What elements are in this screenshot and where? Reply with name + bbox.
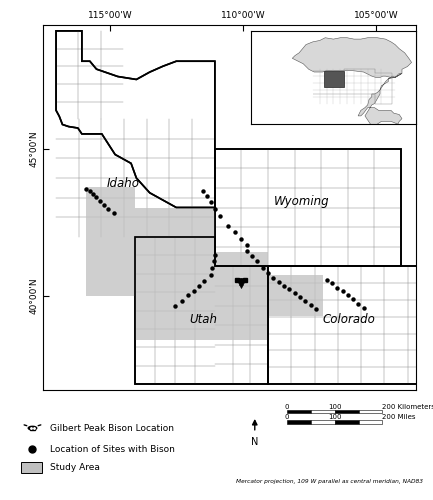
Text: Utah: Utah: [189, 313, 217, 326]
Circle shape: [28, 426, 37, 430]
Polygon shape: [268, 266, 433, 384]
Bar: [287, 410, 311, 414]
Text: 0: 0: [285, 414, 289, 420]
Bar: [311, 410, 335, 414]
Bar: [311, 420, 335, 424]
Polygon shape: [135, 237, 268, 384]
Polygon shape: [215, 148, 401, 266]
Text: 200 Kilometers: 200 Kilometers: [382, 404, 433, 409]
Text: ♗: ♗: [237, 278, 246, 288]
Bar: [287, 420, 311, 424]
Text: Mercator projection, 109 W parallel as central meridian, NAD83: Mercator projection, 109 W parallel as c…: [236, 478, 423, 484]
Text: 100: 100: [328, 404, 342, 409]
Polygon shape: [292, 38, 411, 127]
Text: Location of Sites with Bison: Location of Sites with Bison: [50, 445, 174, 454]
Text: 0: 0: [285, 404, 289, 409]
Text: N: N: [251, 438, 259, 448]
Bar: [30, 428, 35, 430]
Text: Idaho: Idaho: [107, 178, 139, 190]
Polygon shape: [56, 31, 215, 208]
Bar: [335, 410, 359, 414]
Text: Gilbert Peak Bison Location: Gilbert Peak Bison Location: [50, 424, 174, 432]
Text: Study Area: Study Area: [50, 464, 100, 472]
Bar: [324, 70, 344, 87]
Text: 100: 100: [328, 414, 342, 420]
Text: Wyoming: Wyoming: [274, 195, 329, 208]
Text: 200 Miles: 200 Miles: [382, 414, 416, 420]
Polygon shape: [86, 187, 323, 340]
Bar: [335, 420, 359, 424]
FancyBboxPatch shape: [21, 462, 42, 473]
Text: Colorado: Colorado: [323, 313, 375, 326]
Bar: [359, 410, 382, 414]
Bar: [359, 420, 382, 424]
